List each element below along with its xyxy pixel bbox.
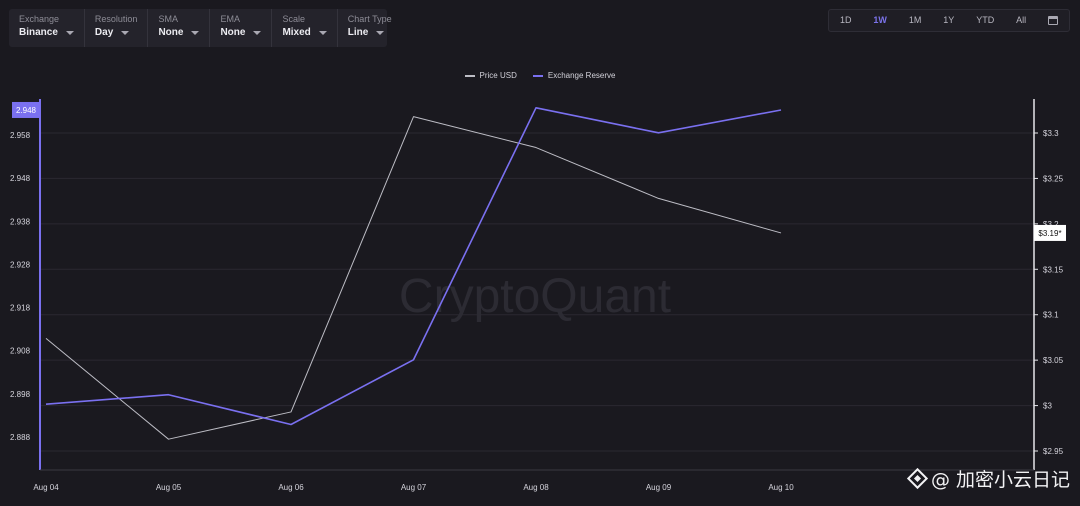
chart-toolbar: Exchange Binance Resolution Day SMA None… — [9, 9, 392, 47]
series-line-price — [45, 116, 782, 440]
chevron-down-icon — [376, 30, 385, 35]
chevron-down-icon — [121, 30, 130, 35]
calendar-icon — [1048, 16, 1059, 25]
chart-type-label: Chart Type — [347, 14, 392, 24]
legend-item-price[interactable]: Price USD — [464, 71, 517, 80]
chart-type-dropdown[interactable]: Chart Type Line — [338, 9, 402, 47]
chart-legend: Price USD Exchange Reserve — [0, 71, 1080, 80]
series-line-exchange-reserve — [45, 107, 782, 426]
range-1m-button[interactable]: 1M — [908, 15, 922, 25]
scale-dropdown[interactable]: Scale Mixed — [272, 9, 338, 47]
exchange-value: Binance — [19, 27, 58, 38]
left-tick-label: 2.918 — [10, 304, 31, 313]
left-current-label: 2.948 — [16, 106, 37, 115]
right-tick-label: $3.05 — [1043, 356, 1064, 365]
axis-labels: 2.888 2.898 2.908 2.918 2.928 2.938 2.948 2.958… — [10, 101, 1066, 492]
left-tick-label: 2.948 — [10, 174, 31, 183]
binance-logo-icon — [906, 467, 929, 490]
calendar-button[interactable] — [1037, 16, 1069, 25]
legend-label-reserve: Exchange Reserve — [547, 71, 616, 80]
x-tick-label: Aug 04 — [33, 483, 59, 492]
left-tick-label: 2.958 — [10, 131, 31, 140]
x-tick-label: Aug 09 — [646, 483, 672, 492]
grid-lines — [40, 132, 1034, 452]
exchange-dropdown[interactable]: Exchange Binance — [9, 9, 85, 47]
range-selector: 1D 1W 1M 1Y YTD All — [828, 9, 1070, 32]
left-tick-label: 2.888 — [10, 433, 31, 442]
right-current-badge — [1034, 224, 1066, 241]
left-tick-label: 2.928 — [10, 260, 31, 269]
right-tick-label: $3.25 — [1043, 174, 1064, 183]
watermark-text: CryptoQuant — [399, 270, 671, 323]
chevron-down-icon — [318, 30, 327, 35]
resolution-value: Day — [94, 27, 114, 38]
right-tick-label: $3 — [1043, 402, 1052, 411]
range-ytd-button[interactable]: YTD — [976, 15, 995, 25]
chart-type-value: Line — [347, 27, 369, 38]
right-tick-label: $3.1 — [1043, 311, 1059, 320]
x-tick-label: Aug 07 — [401, 483, 427, 492]
right-tick-label: $2.95 — [1043, 447, 1064, 456]
legend-item-reserve[interactable]: Exchange Reserve — [532, 71, 616, 80]
ema-value: None — [220, 27, 246, 38]
legend-swatch-reserve — [532, 74, 543, 77]
x-tick-label: Aug 10 — [768, 483, 794, 492]
resolution-label: Resolution — [94, 14, 138, 24]
sma-value: None — [158, 27, 184, 38]
x-tick-label: Aug 05 — [156, 483, 182, 492]
left-current-badge — [12, 101, 40, 118]
axes — [39, 99, 1038, 471]
sma-label: SMA — [158, 14, 178, 24]
right-tick-label: $3.2 — [1043, 220, 1059, 229]
scale-value: Mixed — [282, 27, 311, 38]
resolution-dropdown[interactable]: Resolution Day — [85, 9, 149, 47]
legend-label-price: Price USD — [479, 71, 517, 80]
x-tick-label: Aug 08 — [523, 483, 549, 492]
range-1w-button[interactable]: 1W — [873, 15, 887, 25]
series-lines — [45, 107, 782, 440]
chevron-down-icon — [65, 30, 74, 35]
right-current-label: $3.19* — [1038, 229, 1061, 238]
ema-label: EMA — [220, 14, 240, 24]
left-tick-label: 2.898 — [10, 390, 31, 399]
right-tick-label: $3.3 — [1043, 129, 1059, 138]
range-all-button[interactable]: All — [1016, 15, 1027, 25]
left-tick-label: 2.908 — [10, 347, 31, 356]
scale-label: Scale — [282, 14, 305, 24]
ema-dropdown[interactable]: EMA None — [210, 9, 273, 47]
chevron-down-icon — [253, 30, 262, 35]
chevron-down-icon — [191, 30, 200, 35]
overlay-text: @ 加密小云日记 — [930, 469, 1070, 491]
sma-dropdown[interactable]: SMA None — [148, 9, 211, 47]
watermark-overlay: @ 加密小云日记 — [906, 465, 1070, 492]
legend-swatch-price — [464, 74, 475, 77]
exchange-label: Exchange — [19, 14, 60, 24]
left-tick-label: 2.938 — [10, 217, 31, 226]
range-1y-button[interactable]: 1Y — [943, 15, 955, 25]
right-tick-label: $3.15 — [1043, 265, 1064, 274]
range-1d-button[interactable]: 1D — [839, 15, 852, 25]
x-tick-label: Aug 06 — [278, 483, 304, 492]
